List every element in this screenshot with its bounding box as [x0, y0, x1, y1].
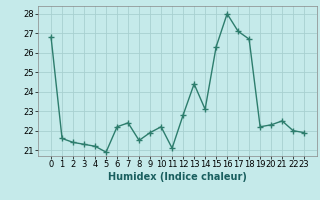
X-axis label: Humidex (Indice chaleur): Humidex (Indice chaleur) — [108, 172, 247, 182]
